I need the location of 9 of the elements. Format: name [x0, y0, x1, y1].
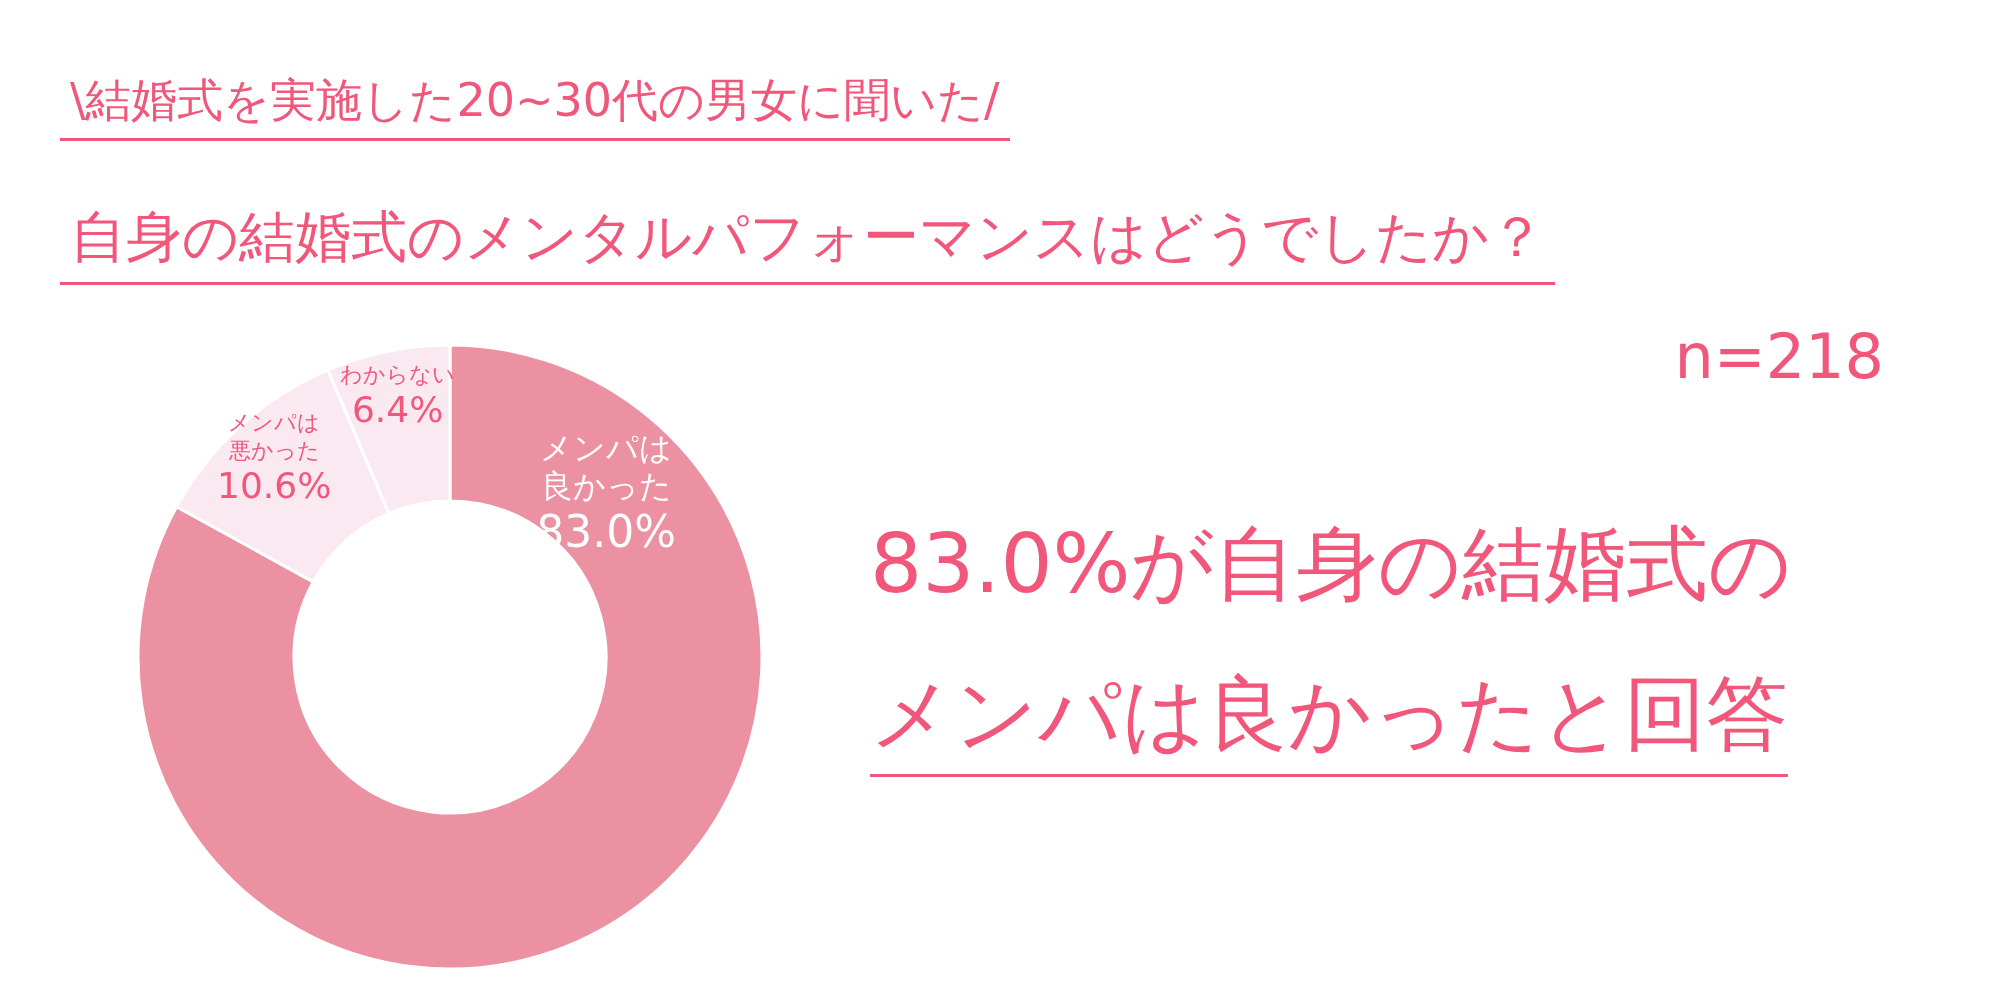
text: 83.0%が自身の結婚式の: [870, 515, 1793, 613]
chart-title: 自身の結婚式のメンタルパフォーマンスはどうでしたか？: [60, 200, 1555, 285]
text: メンパは良かったと回答: [870, 660, 1788, 777]
slice-label: メンパは良かった: [540, 429, 673, 506]
chart-subtitle: \結婚式を実施した20~30代の男女に聞いた/: [60, 70, 1010, 141]
slice-label: メンパは悪かった: [227, 410, 321, 464]
data-label: 10.6%: [217, 464, 332, 506]
text: n=218: [1674, 320, 1884, 393]
data-label: 6.4%: [351, 388, 444, 430]
